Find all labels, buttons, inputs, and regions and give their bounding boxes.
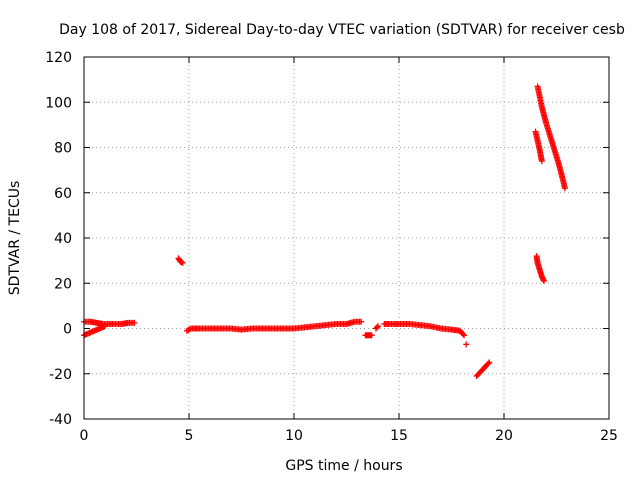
y-tick-label: 80 <box>54 141 72 157</box>
x-axis-title: GPS time / hours <box>285 458 402 474</box>
y-tick-label: 100 <box>45 95 72 111</box>
y-tick-label: 60 <box>54 186 72 202</box>
y-tick-label: 20 <box>54 276 72 292</box>
data-point <box>461 332 468 339</box>
y-tick-label: 0 <box>63 322 72 338</box>
x-tick-label: 20 <box>495 428 513 444</box>
y-tick-label: 40 <box>54 231 72 247</box>
y-axis-title: SDTVAR / TECUs <box>7 181 23 296</box>
axis-ticks: 0 5 10 15 20 25 -40 -20 0 20 40 60 80 100 120 <box>45 50 618 444</box>
x-tick-label: 25 <box>600 428 618 444</box>
y-tick-label: -40 <box>49 412 72 428</box>
x-tick-label: 15 <box>390 428 408 444</box>
x-tick-label: 0 <box>80 428 89 444</box>
data-point <box>486 359 493 366</box>
data-point <box>358 318 365 325</box>
y-tick-label: -20 <box>49 367 72 383</box>
data-point <box>375 323 381 330</box>
grid <box>84 57 609 419</box>
data-point <box>179 259 186 266</box>
data-point <box>561 185 568 192</box>
data-point <box>368 332 375 339</box>
x-tick-label: 5 <box>185 428 194 444</box>
data-point <box>102 323 108 330</box>
data-points <box>81 83 568 380</box>
data-point <box>131 319 138 326</box>
data-point <box>460 331 467 338</box>
data-point <box>485 360 492 367</box>
chart-title: Day 108 of 2017, Sidereal Day-to-day VTE… <box>59 22 625 38</box>
y-tick-label: 120 <box>45 50 72 66</box>
data-point <box>538 158 545 165</box>
x-tick-label: 10 <box>285 428 303 444</box>
data-point <box>540 277 547 284</box>
data-point <box>373 324 380 331</box>
data-point <box>463 341 470 348</box>
plot-frame <box>83 56 610 420</box>
